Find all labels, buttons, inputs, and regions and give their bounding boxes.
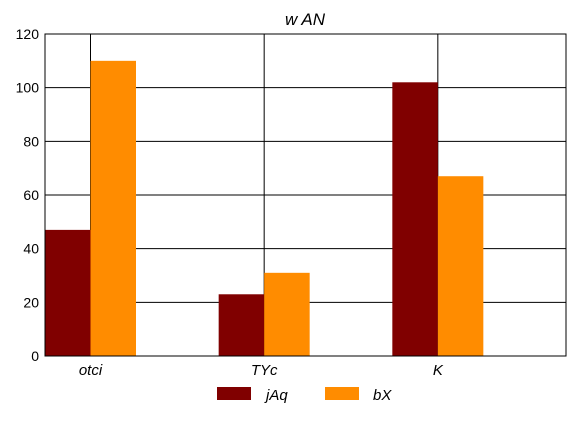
- y-tick-label: 80: [23, 133, 39, 149]
- legend-swatch-bX: [325, 387, 359, 400]
- y-tick-label: 0: [31, 348, 39, 364]
- bar-jAq-TYc: [218, 294, 265, 356]
- bar-bX-K: [437, 176, 484, 356]
- x-tick-label: K: [433, 362, 444, 379]
- bar-bX-otci: [90, 60, 136, 356]
- x-axis-ticks: otci TYc K: [79, 362, 444, 379]
- bar-bX-TYc: [264, 272, 310, 356]
- legend-swatch-jAq: [217, 387, 251, 400]
- y-tick-label: 60: [23, 187, 39, 203]
- bars-layer: [45, 60, 484, 357]
- y-tick-label: 40: [23, 241, 39, 257]
- y-tick-label: 20: [23, 294, 39, 310]
- chart-title: w AN: [285, 10, 326, 29]
- y-axis-ticks: 0 20 40 60 80 100 120: [16, 26, 40, 364]
- legend-label-jAq: jAq: [264, 387, 288, 404]
- legend-label-bX: bX: [373, 387, 392, 404]
- legend: jAq bX: [217, 387, 392, 404]
- bar-jAq-K: [392, 82, 438, 357]
- x-tick-label: otci: [79, 362, 103, 379]
- y-tick-label: 100: [16, 80, 40, 96]
- bar-jAq-otci: [45, 229, 91, 356]
- plot-frame: [44, 33, 567, 357]
- y-tick-label: 120: [16, 26, 40, 42]
- x-tick-label: TYc: [251, 362, 278, 379]
